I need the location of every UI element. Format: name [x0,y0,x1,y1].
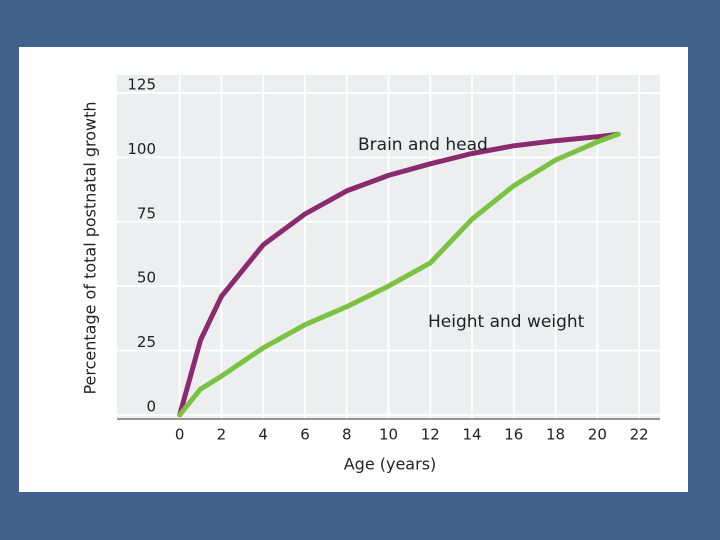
line [177,131,621,418]
line [177,131,621,418]
y-tick-label: 25 [137,333,156,351]
x-tick-label: 14 [462,426,481,444]
marks [177,131,621,418]
y-tick-label: 0 [146,397,156,415]
x-tick-label: 16 [504,426,523,444]
x-tick-label: 18 [546,426,565,444]
x-tick-label: 0 [175,426,185,444]
y-tick-label: 50 [137,269,156,287]
x-tick-label: 6 [300,426,310,444]
y-tick-label: 100 [127,140,156,158]
x-tick-label: 10 [379,426,398,444]
x-axis-label: Age (years) [344,455,437,474]
x-tick-label: 22 [630,426,649,444]
y-axis-label: Percentage of total postnatal growth [81,101,100,394]
x-tick-label: 12 [421,426,440,444]
x-tick-label: 8 [342,426,352,444]
x-tick-label: 2 [217,426,227,444]
labels: 0 25 50 75 100 125 0 2 4 6 8 10 12 14 16 18 20 22 [127,76,648,444]
y-tick-label: 75 [137,204,156,222]
x-tick-label: 20 [588,426,607,444]
x-tick-label: 4 [258,426,268,444]
annotation: Height and weight [428,312,585,332]
y-tick-label: 125 [127,76,156,94]
annotation: Brain and head [358,135,488,155]
